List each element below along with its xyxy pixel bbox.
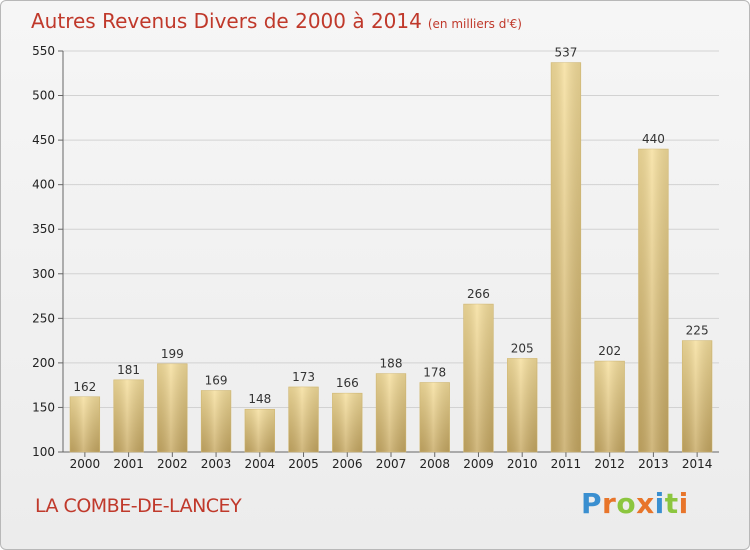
x-tick-label-2010: 2010 (507, 457, 538, 471)
x-tick-label-2014: 2014 (682, 457, 713, 471)
x-tick-label-2008: 2008 (419, 457, 450, 471)
chart-title-text: Autres Revenus Divers de 2000 à 2014 (31, 9, 422, 33)
value-label-2014: 225 (686, 324, 709, 338)
labels: 162 2000 181 2001 199 2002 169 2003 148 2004 173 20… (70, 46, 713, 471)
y-tick-label: 400 (32, 178, 55, 192)
location-name: LA COMBE-DE-LANCEY (35, 495, 242, 517)
y-tick-label: 550 (32, 44, 55, 58)
x-tick-label-2007: 2007 (376, 457, 407, 471)
value-label-2005: 173 (292, 370, 315, 384)
value-label-2006: 166 (336, 376, 359, 390)
bar-shade-2013 (638, 149, 669, 452)
bar-shade-2005 (288, 386, 319, 452)
value-label-2011: 537 (554, 46, 577, 60)
logo-letter: P (581, 487, 603, 520)
bar-shade-2004 (244, 409, 275, 452)
value-label-2012: 202 (598, 344, 621, 358)
y-tick-label: 350 (32, 222, 55, 236)
bar-shade-2007 (376, 373, 406, 452)
x-tick-label-2005: 2005 (288, 457, 319, 471)
x-tick-label-2011: 2011 (551, 457, 582, 471)
value-label-2001: 181 (117, 363, 140, 377)
logo-letter: x (636, 487, 655, 520)
y-tick-label: 300 (32, 267, 55, 281)
bars (69, 62, 713, 453)
value-label-2004: 148 (248, 392, 271, 406)
value-label-2013: 440 (642, 132, 665, 146)
x-tick-label-2004: 2004 (245, 457, 276, 471)
y-tick-label: 150 (32, 400, 55, 414)
logo-letter: r (602, 487, 617, 520)
chart-unit: (en milliers d'€) (427, 17, 522, 31)
bar-shade-2002 (157, 363, 188, 452)
value-label-2008: 178 (423, 365, 446, 379)
value-label-2010: 205 (511, 341, 534, 355)
logo-letter: i (678, 487, 689, 520)
logo-letter: o (616, 487, 637, 520)
x-tick-label-2000: 2000 (70, 457, 101, 471)
bar-shade-2008 (419, 382, 450, 452)
y-tick-label: 500 (32, 89, 55, 103)
bar-shade-2000 (69, 396, 100, 452)
bar-shade-2012 (594, 361, 625, 452)
value-label-2007: 188 (380, 357, 403, 371)
logo-letter: t (664, 487, 679, 520)
bar-shade-2014 (682, 340, 713, 452)
bar-shade-2006 (332, 393, 363, 452)
bar-shade-2010 (507, 358, 538, 452)
bar-shade-2001 (113, 379, 144, 452)
x-tick-label-2002: 2002 (157, 457, 188, 471)
logo-letter: i (654, 487, 665, 520)
y-tick-label: 250 (32, 311, 55, 325)
x-tick-label-2006: 2006 (332, 457, 363, 471)
x-tick-label-2013: 2013 (638, 457, 669, 471)
x-tick-label-2003: 2003 (201, 457, 232, 471)
value-label-2009: 266 (467, 287, 490, 301)
y-tick-label: 100 (32, 445, 55, 459)
chart-title: Autres Revenus Divers de 2000 à 2014 (en … (31, 9, 522, 33)
value-label-2003: 169 (205, 374, 228, 388)
x-tick-label-2012: 2012 (594, 457, 625, 471)
proxiti-logo: Proxiti (581, 487, 689, 520)
y-tick-label: 200 (32, 356, 55, 370)
y-tick-label: 450 (32, 133, 55, 147)
x-tick-label-2009: 2009 (463, 457, 494, 471)
x-tick-label-2001: 2001 (113, 457, 144, 471)
value-label-2000: 162 (73, 380, 96, 394)
bar-shade-2009 (463, 304, 494, 452)
bar-shade-2003 (201, 390, 231, 452)
value-label-2002: 199 (161, 347, 184, 361)
bar-shade-2011 (551, 62, 581, 453)
